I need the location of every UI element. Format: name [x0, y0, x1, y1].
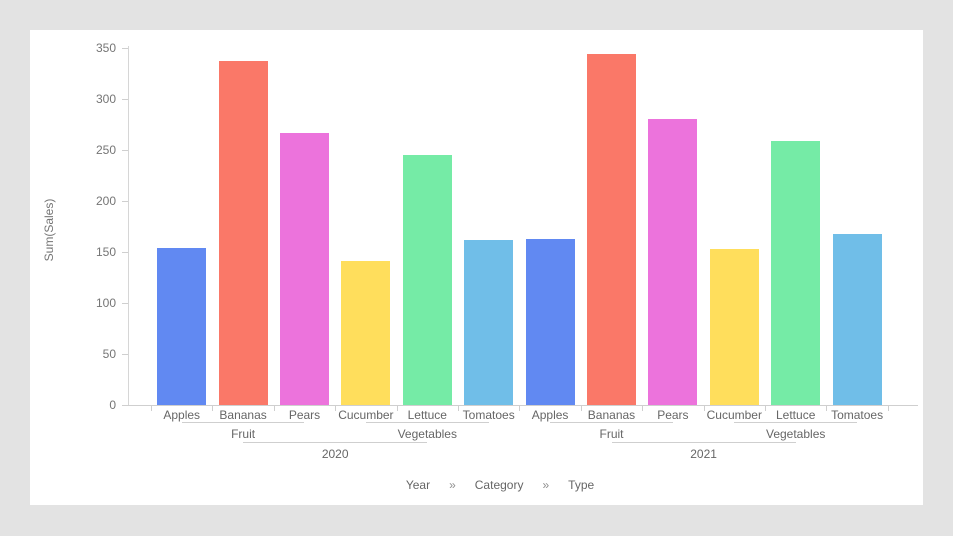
- chart-card: Sum(Sales) Year » Category » Type 0 50 100 150 2…: [30, 30, 923, 505]
- category-bracket-line: [181, 422, 305, 423]
- x-axis-type-label: Cucumber: [706, 408, 762, 422]
- y-axis-tick-label: 300: [95, 92, 116, 106]
- y-axis-tick-label: 250: [95, 143, 116, 157]
- x-axis-category-label: Fruit: [231, 427, 256, 441]
- x-axis-boundary-tick: [703, 405, 705, 411]
- drilldown-breadcrumb: Year » Category » Type: [128, 477, 872, 493]
- y-axis-tick-label: 100: [95, 296, 116, 310]
- x-axis-boundary-tick: [396, 405, 398, 411]
- bar-lettuce-2021[interactable]: [771, 140, 821, 405]
- y-axis-tick-mark: [122, 201, 128, 202]
- bar-tomatoes-2020[interactable]: [464, 239, 514, 405]
- chart-area: Sum(Sales) Year » Category » Type 0 50 100 150 2…: [30, 30, 923, 505]
- x-axis-category-label: Fruit: [599, 427, 624, 441]
- y-axis-tick-label: 150: [95, 245, 116, 259]
- x-axis-type-label: Bananas: [219, 408, 267, 422]
- x-axis-boundary-tick: [642, 405, 644, 411]
- x-axis-category-label: Vegetables: [765, 427, 826, 441]
- category-bracket-line: [734, 422, 858, 423]
- breadcrumb-item-year[interactable]: Year: [405, 478, 431, 492]
- x-axis-boundary-tick: [458, 405, 459, 411]
- x-axis-type-label: Lettuce: [407, 408, 447, 422]
- y-axis-line: [128, 46, 129, 406]
- breadcrumb-separator-icon: »: [542, 478, 550, 492]
- x-axis-type-label: Tomatoes: [831, 408, 884, 422]
- x-axis-type-label: Pears: [657, 408, 689, 422]
- breadcrumb-separator-icon: »: [449, 478, 456, 492]
- bar-bananas-2021[interactable]: [587, 54, 636, 405]
- x-axis-type-label: Lettuce: [776, 408, 816, 422]
- category-bracket-line: [365, 422, 489, 423]
- bar-tomatoes-2021[interactable]: [832, 233, 882, 405]
- x-axis-boundary-tick: [826, 405, 828, 411]
- bar-cucumber-2021[interactable]: [709, 248, 759, 405]
- bar-lettuce-2020[interactable]: [402, 155, 452, 405]
- year-bracket-line: [611, 442, 796, 443]
- x-axis-type-label: Apples: [531, 408, 569, 422]
- x-axis-boundary-tick: [273, 405, 275, 411]
- x-axis-boundary-tick: [335, 405, 337, 411]
- bar-cucumber-2020[interactable]: [341, 261, 391, 405]
- y-axis-tick-mark: [122, 48, 128, 49]
- y-axis-tick-mark: [122, 303, 128, 304]
- y-axis-tick-mark: [122, 150, 128, 151]
- x-axis-boundary-tick: [151, 405, 152, 411]
- y-axis-tick-label: 200: [95, 194, 116, 208]
- x-axis-type-label: Bananas: [587, 408, 636, 422]
- year-bracket-line: [243, 442, 428, 443]
- bar-pears-2020[interactable]: [280, 132, 329, 405]
- x-axis-year-label: 2021: [690, 447, 717, 461]
- x-axis-type-label: Tomatoes: [462, 408, 515, 422]
- y-axis-tick-mark: [122, 99, 128, 100]
- y-axis-tick-mark: [122, 252, 128, 253]
- bar-apples-2020[interactable]: [157, 247, 207, 405]
- x-axis-type-label: Apples: [163, 408, 201, 422]
- y-axis-tick-label: 350: [95, 41, 116, 55]
- category-bracket-line: [550, 422, 673, 423]
- y-axis-tick-label: 50: [102, 347, 116, 361]
- bar-pears-2021[interactable]: [648, 119, 698, 405]
- x-axis-boundary-tick: [887, 405, 889, 411]
- breadcrumb-item-category[interactable]: Category: [474, 478, 524, 492]
- breadcrumb-item-type[interactable]: Type: [568, 478, 595, 492]
- y-axis-tick-mark: [122, 354, 128, 355]
- x-axis-category-label: Vegetables: [397, 427, 457, 441]
- bar-apples-2021[interactable]: [525, 238, 575, 405]
- x-axis-boundary-tick: [580, 405, 582, 411]
- x-axis-boundary-tick: [212, 405, 214, 411]
- x-axis-type-label: Pears: [288, 408, 321, 422]
- y-axis-tick-mark: [122, 405, 128, 406]
- x-axis-line: [128, 405, 918, 406]
- x-axis-type-label: Cucumber: [338, 408, 394, 422]
- x-axis-boundary-tick: [519, 405, 521, 411]
- bar-bananas-2020[interactable]: [218, 61, 268, 405]
- x-axis-year-label: 2020: [321, 447, 349, 461]
- x-axis-boundary-tick: [765, 405, 766, 411]
- y-axis-tick-label: 0: [109, 398, 116, 412]
- y-axis-title: Sum(Sales): [42, 198, 56, 262]
